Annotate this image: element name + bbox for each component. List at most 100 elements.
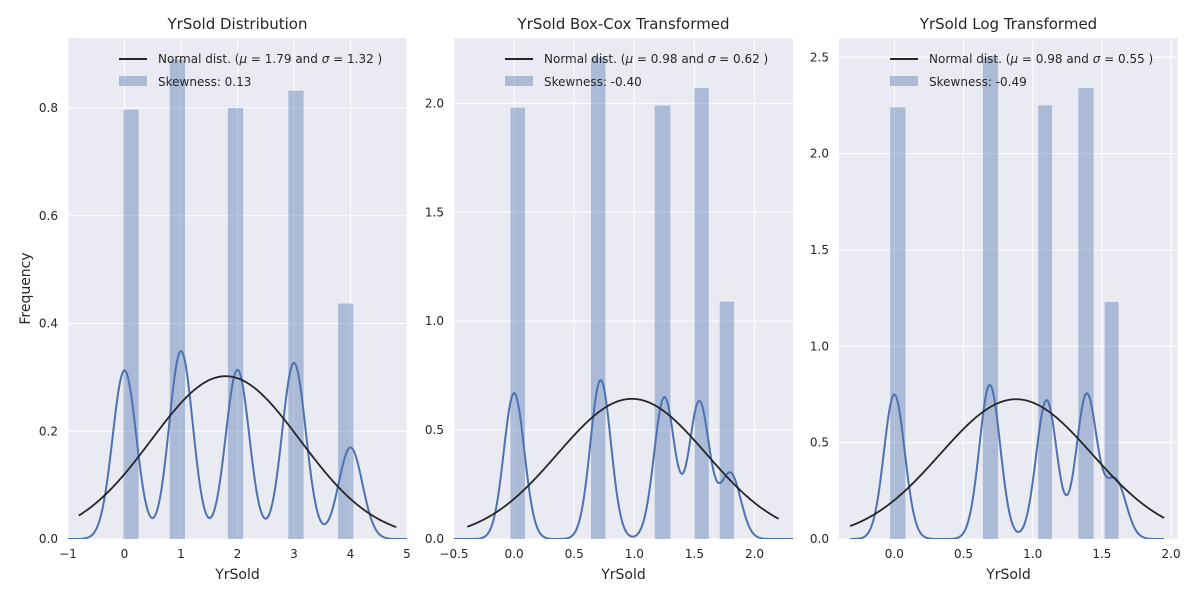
legend-fit-label-part: μ bbox=[624, 52, 633, 66]
legend-fit-label-part: = bbox=[715, 52, 733, 66]
y-tick-label: 2.5 bbox=[810, 50, 829, 64]
legend-fit-label-part: = bbox=[247, 52, 265, 66]
x-tick-label: 0.0 bbox=[505, 547, 524, 561]
histogram-bar bbox=[719, 301, 735, 539]
legend-hist-swatch bbox=[505, 76, 533, 86]
histogram-bar bbox=[1104, 301, 1119, 539]
histogram-bar bbox=[654, 105, 671, 539]
legend-hist-swatch bbox=[119, 76, 147, 86]
legend-fit-label-part: σ bbox=[708, 52, 716, 66]
legend-fit-label-part: = bbox=[633, 52, 651, 66]
legend: Normal dist. (μ = 0.98 and σ = 0.55 ) Ske… bbox=[890, 52, 1153, 89]
legend-fit-label-part: μ bbox=[238, 52, 247, 66]
legend-fit-label: Normal dist. (μ = 0.98 and σ = 0.62 ) bbox=[544, 52, 768, 66]
normal-fit-curve bbox=[466, 397, 779, 528]
histogram-bar bbox=[591, 57, 606, 539]
plot-content bbox=[454, 57, 793, 539]
subplot-1: −1 0 1 2 3 4 5 0.0 0.2 0.4 0.6 0.8 YrSold Distributi… bbox=[18, 15, 411, 583]
x-tick-label: −1 bbox=[59, 547, 77, 561]
plot-content bbox=[849, 57, 1165, 539]
kde-curve bbox=[454, 378, 793, 539]
y-tick-label: 2.0 bbox=[810, 147, 829, 161]
legend-hist-label: Skewness: -0.49 bbox=[929, 75, 1027, 89]
plot-area bbox=[839, 38, 1178, 539]
legend-fit-label-part: σ bbox=[322, 52, 330, 66]
legend-fit-label-part: 0.98 and bbox=[651, 52, 708, 66]
histogram-bar bbox=[1038, 105, 1053, 539]
legend-fit-label-part: = bbox=[329, 52, 347, 66]
legend-hist-swatch bbox=[890, 76, 918, 86]
histogram-bar bbox=[1078, 88, 1094, 539]
legend-fit-label-part: 0.98 and bbox=[1036, 52, 1093, 66]
y-tick-label: 1.0 bbox=[810, 339, 829, 353]
kde-curve bbox=[850, 384, 1165, 539]
histogram-bar bbox=[982, 57, 999, 539]
kde-curve bbox=[68, 349, 407, 539]
chart-title: YrSold Log Transformed bbox=[919, 15, 1097, 33]
normal-fit-curve bbox=[78, 375, 397, 528]
legend-fit-label-part: 1.79 and bbox=[265, 52, 322, 66]
y-tick-label: 1.0 bbox=[425, 314, 444, 328]
x-tick-label: 0.5 bbox=[565, 547, 584, 561]
legend: Normal dist. (μ = 1.79 and σ = 1.32 ) Ske… bbox=[119, 52, 382, 89]
y-tick-label: 1.5 bbox=[810, 243, 829, 257]
x-tick-label: 0.0 bbox=[885, 547, 904, 561]
x-tick-label: 2.0 bbox=[745, 547, 764, 561]
x-axis-label: YrSold bbox=[985, 567, 1031, 583]
y-tick-label: 0.5 bbox=[810, 436, 829, 450]
x-tick-label: 0.5 bbox=[954, 547, 973, 561]
x-axis-label: YrSold bbox=[214, 567, 260, 583]
legend-fit-label: Normal dist. (μ = 1.79 and σ = 1.32 ) bbox=[158, 52, 382, 66]
y-tick-label: 0.0 bbox=[810, 532, 829, 546]
y-tick-label: 0.2 bbox=[39, 424, 58, 438]
y-tick-label: 0.8 bbox=[39, 101, 58, 115]
legend-fit-label: Normal dist. (μ = 0.98 and σ = 0.55 ) bbox=[929, 52, 1153, 66]
subplot-3: 0.0 0.5 1.0 1.5 2.0 0.0 0.5 1.0 1.5 2.0 2.5 YrSold … bbox=[810, 15, 1181, 583]
legend-fit-label-part: Normal dist. ( bbox=[544, 52, 625, 66]
legend-fit-label-part: Normal dist. ( bbox=[158, 52, 239, 66]
x-tick-label: 4 bbox=[347, 547, 355, 561]
x-axis-label: YrSold bbox=[600, 567, 646, 583]
histogram-bar bbox=[169, 59, 185, 539]
x-tick-label: 1.5 bbox=[685, 547, 704, 561]
plot-area bbox=[454, 38, 793, 539]
subplot-2: −0.5 0.0 0.5 1.0 1.5 2.00.00.51.01.52.0YrSold… bbox=[425, 15, 793, 583]
y-axis-label: Frequency bbox=[18, 252, 34, 324]
legend-fit-label-part: = bbox=[1100, 52, 1118, 66]
legend: Normal dist. (μ = 0.98 and σ = 0.62 ) Ske… bbox=[505, 52, 768, 89]
chart-title: YrSold Box-Cox Transformed bbox=[517, 15, 730, 33]
y-tick-label: 1.5 bbox=[425, 205, 444, 219]
legend-hist-label: Skewness: 0.13 bbox=[158, 75, 251, 89]
x-tick-label: 0 bbox=[121, 547, 129, 561]
legend-fit-label-part: Normal dist. ( bbox=[929, 52, 1010, 66]
histogram-bar bbox=[510, 107, 525, 539]
y-tick-label: 2.0 bbox=[425, 96, 444, 110]
x-tick-label: 1.0 bbox=[1023, 547, 1042, 561]
x-tick-label: 3 bbox=[290, 547, 298, 561]
legend-fit-label-part: μ bbox=[1009, 52, 1018, 66]
x-tick-label: 5 bbox=[403, 547, 411, 561]
plot-content bbox=[68, 59, 407, 539]
legend-fit-label-part: 0.62 ) bbox=[733, 52, 768, 66]
y-tick-label: 0.0 bbox=[425, 532, 444, 546]
legend-fit-label-part: 0.55 ) bbox=[1118, 52, 1153, 66]
histogram-bar bbox=[227, 108, 244, 539]
histogram-bar bbox=[288, 90, 304, 539]
legend-fit-label-part: σ bbox=[1093, 52, 1101, 66]
x-tick-label: 1.0 bbox=[625, 547, 644, 561]
y-tick-label: 0.6 bbox=[39, 209, 58, 223]
histogram-bar bbox=[694, 88, 709, 539]
y-tick-label: 0.4 bbox=[39, 317, 58, 331]
x-tick-label: 1.5 bbox=[1092, 547, 1111, 561]
legend-fit-label-part: = bbox=[1018, 52, 1036, 66]
histogram-bar bbox=[890, 107, 906, 539]
chart-title: YrSold Distribution bbox=[167, 15, 308, 33]
histogram-bar bbox=[338, 303, 354, 539]
x-tick-label: 2.0 bbox=[1162, 547, 1181, 561]
normal-fit-curve bbox=[849, 398, 1165, 527]
x-tick-label: 2 bbox=[234, 547, 242, 561]
y-tick-label: 0.5 bbox=[425, 423, 444, 437]
legend-fit-label-part: 1.32 ) bbox=[347, 52, 382, 66]
histogram-bar bbox=[123, 109, 139, 539]
